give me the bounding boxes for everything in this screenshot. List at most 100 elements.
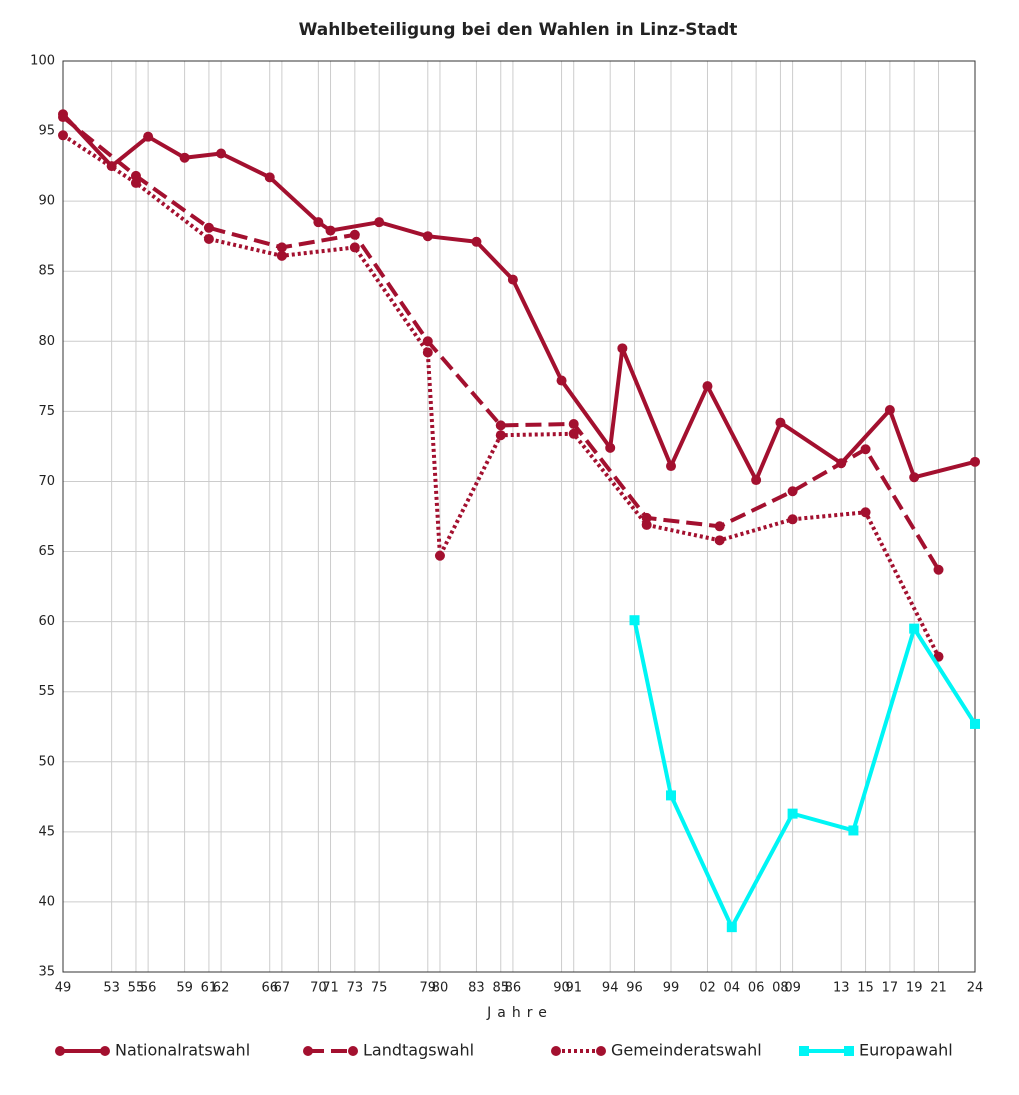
marker — [970, 718, 980, 729]
legend-label: Landtagswahl — [363, 1041, 474, 1060]
legend-marker — [596, 1046, 606, 1056]
x-tick-label: 86 — [505, 981, 522, 996]
y-tick-label: 100 — [30, 54, 55, 69]
legend-marker — [303, 1046, 313, 1056]
x-axis-label: Jahre — [486, 1005, 553, 1021]
marker — [568, 418, 579, 429]
marker — [787, 514, 798, 525]
marker — [848, 825, 859, 836]
x-tick-label: 80 — [432, 981, 449, 996]
marker — [787, 808, 798, 819]
legend-marker — [55, 1046, 65, 1056]
marker — [422, 347, 433, 358]
marker — [130, 170, 141, 181]
marker — [787, 486, 798, 497]
marker — [349, 242, 360, 253]
marker — [726, 922, 737, 933]
legend-marker — [348, 1046, 358, 1056]
x-tick-label: 53 — [103, 981, 120, 996]
x-tick-label: 79 — [420, 981, 437, 996]
x-tick-label: 02 — [699, 981, 716, 996]
y-tick-label: 65 — [38, 544, 55, 559]
x-tick-label: 06 — [748, 981, 765, 996]
marker — [714, 535, 725, 546]
x-tick-label: 19 — [906, 981, 923, 996]
marker — [860, 507, 871, 518]
marker — [775, 417, 786, 428]
x-tick-label: 08 — [772, 981, 789, 996]
y-tick-label: 35 — [38, 965, 55, 980]
x-tick-label: 24 — [967, 981, 984, 996]
x-tick-label: 99 — [663, 981, 680, 996]
marker — [909, 623, 920, 634]
legend-label: Nationalratswahl — [115, 1041, 250, 1060]
x-tick-label: 09 — [784, 981, 801, 996]
legend-marker — [100, 1046, 110, 1056]
y-tick-label: 50 — [38, 754, 55, 769]
y-tick-label: 40 — [38, 894, 55, 909]
marker — [970, 456, 980, 467]
x-tick-label: 85 — [492, 981, 509, 996]
y-tick-label: 85 — [38, 264, 55, 279]
x-tick-label: 17 — [882, 981, 899, 996]
x-tick-label: 56 — [140, 981, 157, 996]
x-tick-label: 94 — [602, 981, 619, 996]
x-tick-label: 59 — [176, 981, 193, 996]
x-tick-label: 15 — [857, 981, 874, 996]
marker — [130, 177, 141, 188]
marker — [325, 225, 336, 236]
x-tick-label: 96 — [626, 981, 643, 996]
legend-label: Gemeinderatswahl — [611, 1041, 762, 1060]
y-tick-label: 75 — [38, 404, 55, 419]
marker — [860, 444, 871, 455]
marker — [349, 229, 360, 240]
x-tick-label: 61 — [201, 981, 218, 996]
marker — [495, 430, 506, 441]
marker — [276, 250, 287, 261]
y-tick-label: 95 — [38, 124, 55, 139]
marker — [666, 461, 676, 472]
marker — [264, 172, 275, 183]
x-tick-label: 91 — [565, 981, 582, 996]
x-tick-label: 55 — [128, 981, 145, 996]
marker — [629, 615, 640, 626]
marker — [666, 790, 676, 801]
marker — [143, 131, 154, 142]
marker — [471, 236, 482, 247]
marker — [58, 130, 68, 141]
marker — [909, 472, 920, 483]
series-line — [61, 112, 976, 483]
marker — [313, 217, 324, 228]
marker — [276, 242, 287, 253]
marker — [714, 521, 725, 532]
x-tick-label: 71 — [322, 981, 339, 996]
y-tick-label: 80 — [38, 334, 55, 349]
x-tick-label: 83 — [468, 981, 485, 996]
series-line — [632, 619, 977, 930]
x-tick-label: 67 — [274, 981, 291, 996]
legend-marker — [844, 1046, 854, 1056]
x-tick-label: 62 — [213, 981, 230, 996]
marker — [422, 336, 433, 347]
marker — [422, 231, 433, 242]
marker — [203, 222, 214, 233]
marker — [933, 564, 944, 575]
marker — [617, 343, 628, 354]
legend-marker — [551, 1046, 561, 1056]
legend-label: Europawahl — [859, 1041, 953, 1060]
marker — [179, 152, 190, 163]
marker — [203, 233, 214, 244]
marker — [605, 442, 616, 453]
marker — [495, 420, 506, 431]
y-tick-label: 70 — [38, 474, 55, 489]
marker — [884, 404, 895, 415]
marker — [374, 217, 385, 228]
x-tick-label: 75 — [371, 981, 388, 996]
marker — [507, 274, 518, 285]
x-tick-label: 13 — [833, 981, 850, 996]
marker — [702, 381, 713, 392]
x-tick-label: 70 — [310, 981, 327, 996]
marker — [556, 375, 567, 386]
x-tick-label: 90 — [553, 981, 570, 996]
